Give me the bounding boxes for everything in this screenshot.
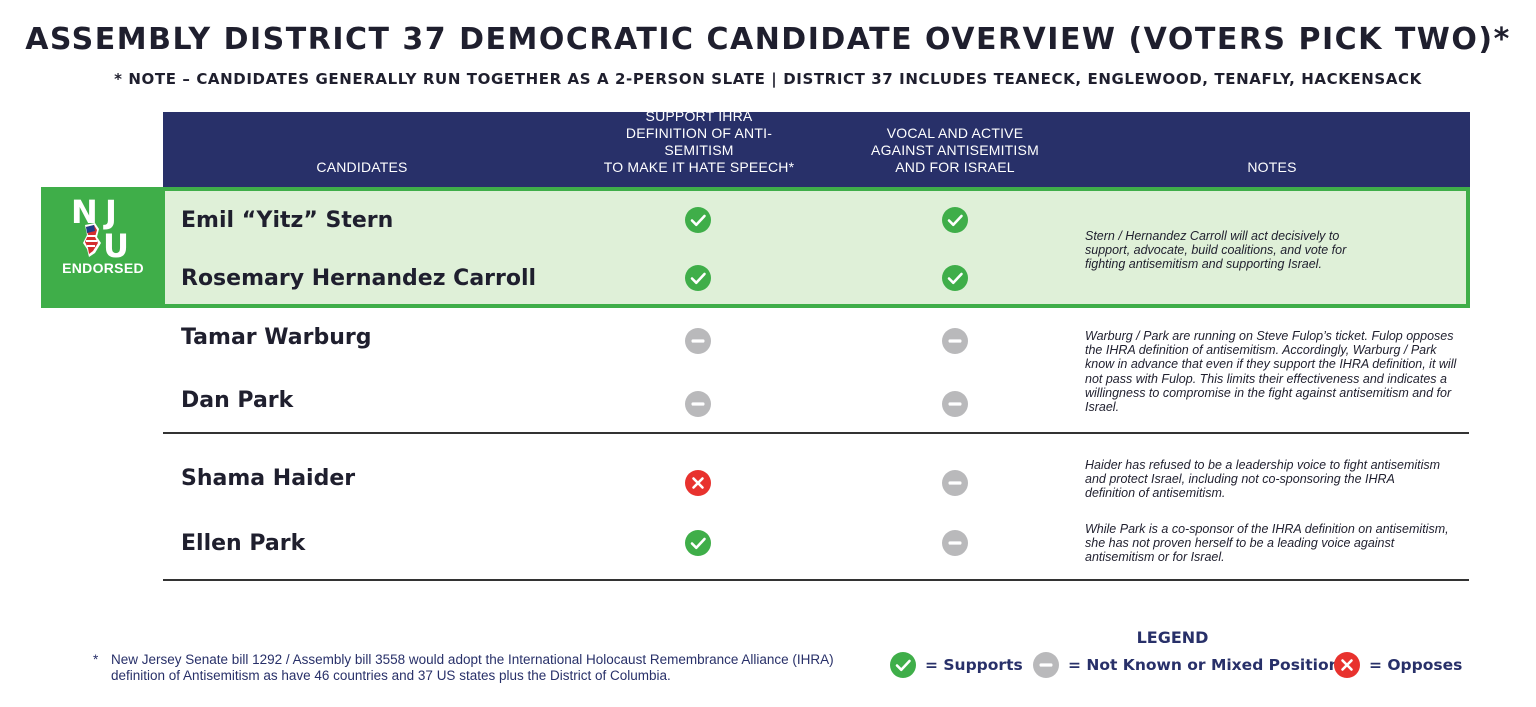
candidate-name: Shama Haider xyxy=(181,466,356,491)
check-circle-icon xyxy=(889,651,917,679)
header-vocal-line2: AGAINST ANTISEMITISM xyxy=(871,142,1039,158)
minus-circle-icon xyxy=(941,327,969,355)
header-vocal-line3: AND FOR ISRAEL xyxy=(895,159,1015,175)
minus-circle-icon xyxy=(941,390,969,418)
header-ihra: SUPPORT IHRA DEFINITION OF ANTI-SEMITISM… xyxy=(593,108,805,176)
endorsed-rows-box xyxy=(163,187,1470,308)
legend-supports-label: = Supports xyxy=(925,656,1023,674)
endorsement-badge: N J U ENDORSED xyxy=(41,187,165,308)
header-vocal-line1: VOCAL AND ACTIVE xyxy=(886,125,1024,141)
header-ihra-line2: DEFINITION OF ANTI-SEMITISM xyxy=(625,125,773,158)
header-ihra-line1: SUPPORT IHRA xyxy=(645,108,753,124)
header-notes: NOTES xyxy=(1247,159,1297,175)
minus-circle-icon xyxy=(684,327,712,355)
notes-ellen-park: While Park is a co-sponsor of the IHRA d… xyxy=(1085,522,1449,565)
nju-logo-icon: N J U xyxy=(71,193,129,259)
candidate-name: Emil “Yitz” Stern xyxy=(181,208,394,233)
header-candidates: CANDIDATES xyxy=(316,159,408,175)
x-circle-icon xyxy=(684,469,712,497)
check-circle-icon xyxy=(941,264,969,292)
check-circle-icon xyxy=(684,529,712,557)
endorsed-label: ENDORSED xyxy=(62,260,144,276)
row-divider xyxy=(163,432,1469,434)
legend-supports: = Supports xyxy=(889,651,1023,679)
footnote-star: * xyxy=(93,652,99,667)
candidate-name: Ellen Park xyxy=(181,531,306,556)
candidate-name: Tamar Warburg xyxy=(181,325,372,350)
page-subtitle: * NOTE – CANDIDATES GENERALLY RUN TOGETH… xyxy=(114,70,1422,88)
minus-circle-icon xyxy=(941,529,969,557)
minus-circle-icon xyxy=(684,390,712,418)
footnote-text: New Jersey Senate bill 1292 / Assembly b… xyxy=(111,652,834,683)
minus-circle-icon xyxy=(1032,651,1060,679)
check-circle-icon xyxy=(684,264,712,292)
notes-haider: Haider has refused to be a leadership vo… xyxy=(1085,458,1441,501)
x-circle-icon xyxy=(1333,651,1361,679)
notes-stern-carroll: Stern / Hernandez Carroll will act decis… xyxy=(1085,229,1347,272)
check-circle-icon xyxy=(941,206,969,234)
legend-opposes-label: = Opposes xyxy=(1369,656,1463,674)
header-ihra-line3: TO MAKE IT HATE SPEECH* xyxy=(603,159,795,175)
check-circle-icon xyxy=(684,206,712,234)
table-header: CANDIDATES SUPPORT IHRA DEFINITION OF AN… xyxy=(163,108,1470,188)
candidate-name: Rosemary Hernandez Carroll xyxy=(181,266,537,291)
row-divider xyxy=(163,579,1469,581)
notes-warburg-park: Warburg / Park are running on Steve Fulo… xyxy=(1085,329,1457,415)
minus-circle-icon xyxy=(941,469,969,497)
header-vocal: VOCAL AND ACTIVE AGAINST ANTISEMITISM AN… xyxy=(853,125,1057,176)
legend-unknown-label: = Not Known or Mixed Position xyxy=(1068,656,1340,674)
svg-text:J: J xyxy=(103,193,117,231)
page-title: ASSEMBLY DISTRICT 37 DEMOCRATIC CANDIDAT… xyxy=(25,22,1511,57)
candidate-name: Dan Park xyxy=(181,388,294,413)
svg-text:U: U xyxy=(103,227,129,259)
legend-opposes: = Opposes xyxy=(1333,651,1462,679)
legend-title: LEGEND xyxy=(1136,628,1209,647)
legend-unknown: = Not Known or Mixed Position xyxy=(1032,651,1340,679)
